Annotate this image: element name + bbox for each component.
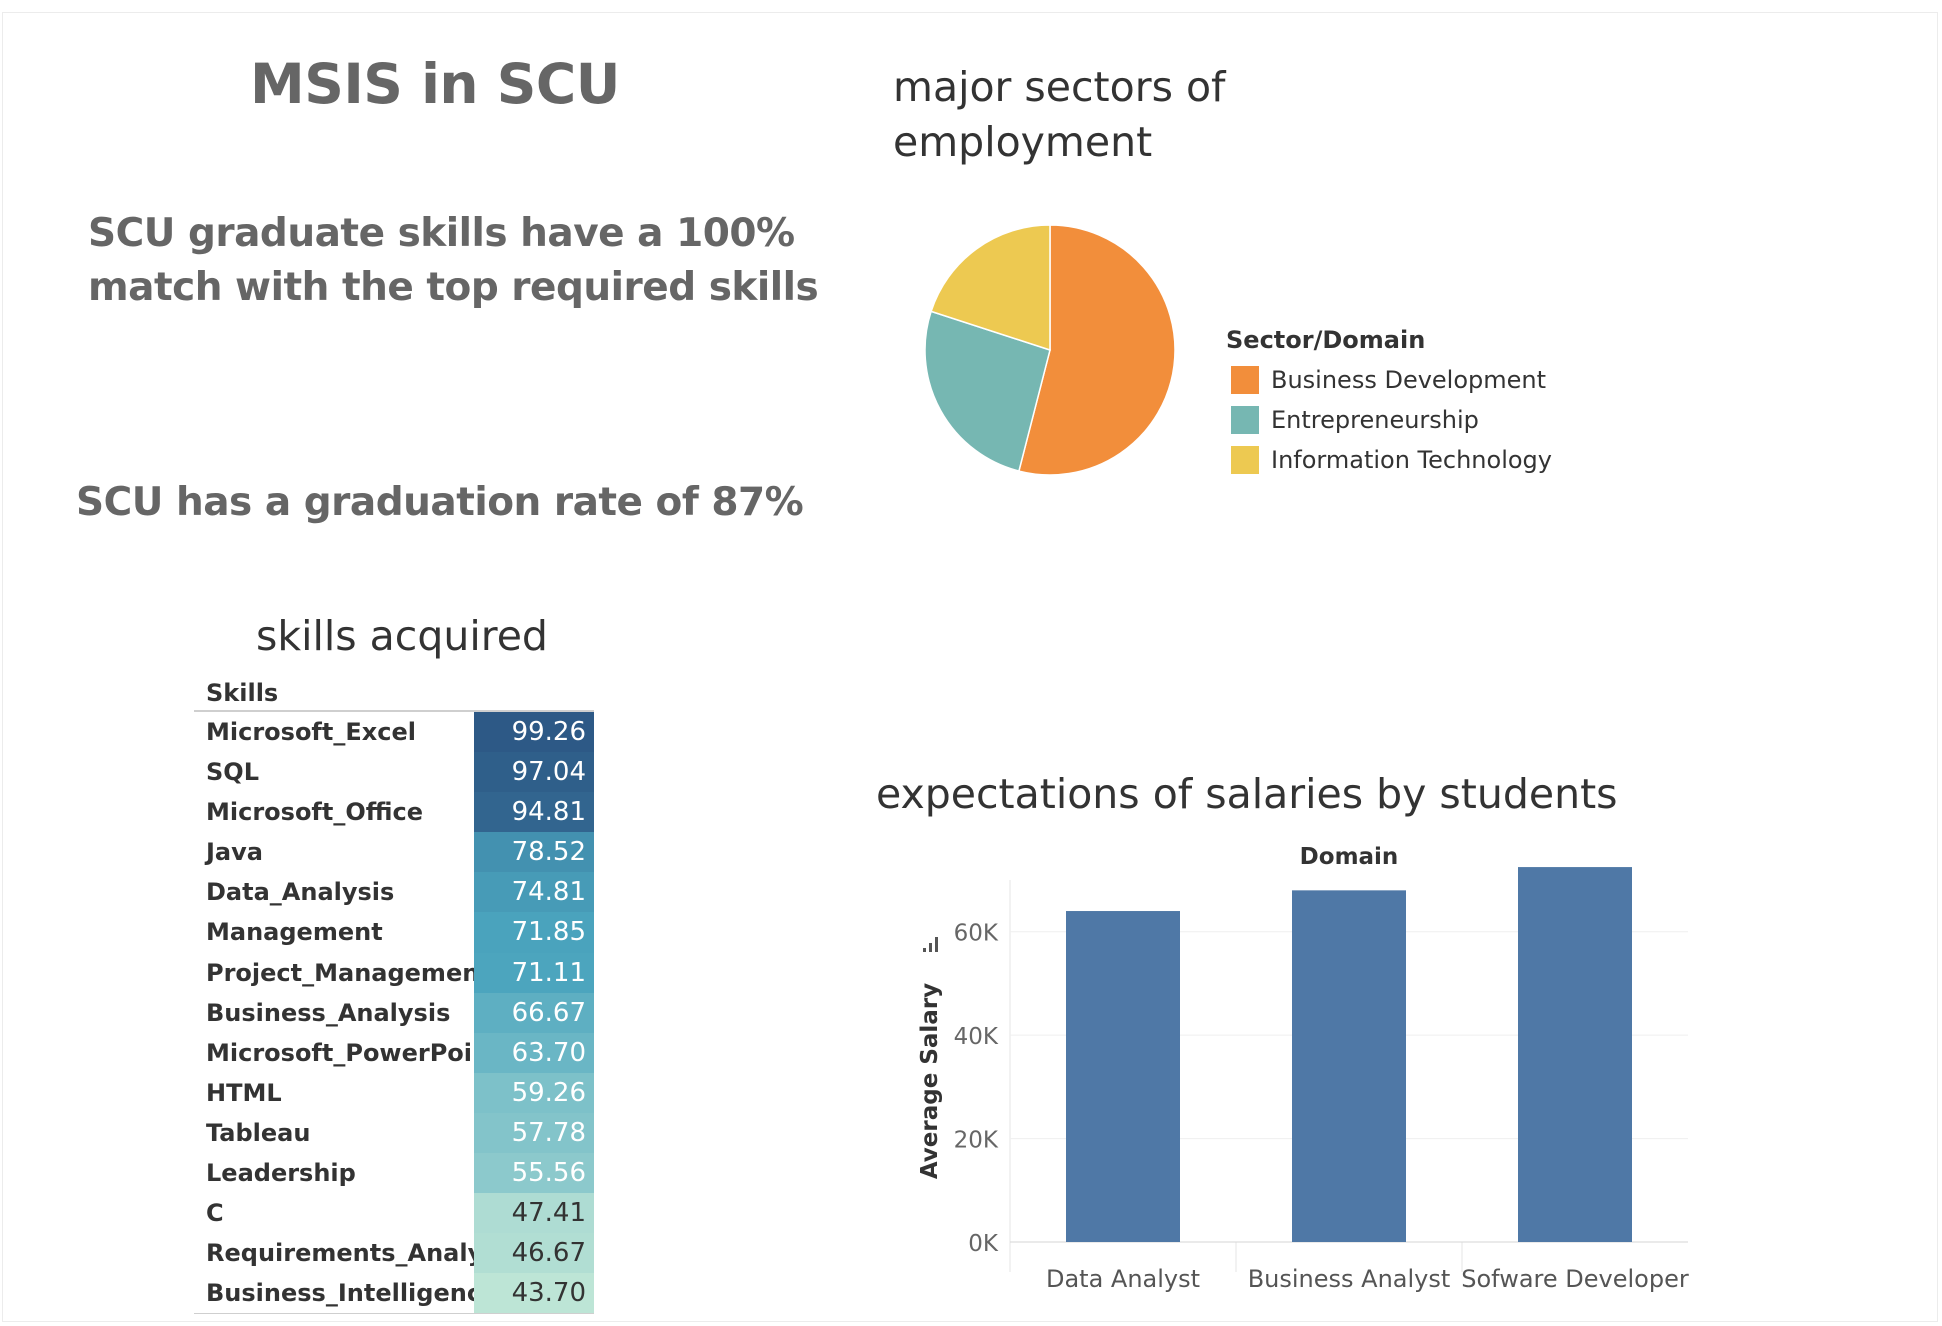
skill-name: C bbox=[206, 1199, 224, 1228]
bar-chart-title: expectations of salaries by students bbox=[876, 770, 1618, 818]
skill-name: Microsoft_Office bbox=[206, 798, 424, 827]
table-row[interactable]: Tableau 57.78 bbox=[194, 1112, 594, 1154]
table-row[interactable]: Project_Management 71.11 bbox=[194, 952, 594, 993]
legend-item[interactable]: Entrepreneurship bbox=[1226, 400, 1552, 440]
bar-business-analyst[interactable] bbox=[1292, 890, 1406, 1242]
pie-slice-information-technology[interactable] bbox=[930, 224, 1051, 352]
legend-title: Sector/Domain bbox=[1226, 326, 1426, 354]
skill-value-cell: 47.41 bbox=[474, 1193, 594, 1234]
y-tick-label: 40K bbox=[954, 1024, 999, 1050]
y-tick-label: 20K bbox=[954, 1128, 999, 1154]
skill-value-cell: 66.67 bbox=[474, 992, 594, 1033]
table-row[interactable]: Microsoft_PowerPoint 63.70 bbox=[194, 1032, 594, 1073]
table-row[interactable]: C 47.41 bbox=[194, 1193, 594, 1234]
skill-name: Tableau bbox=[206, 1118, 311, 1147]
skill-name: Project_Management bbox=[206, 958, 491, 987]
table-row[interactable]: Leadership 55.56 bbox=[194, 1153, 594, 1194]
skill-name: Business_Analysis bbox=[206, 998, 451, 1027]
pie-chart-title: major sectors of employment bbox=[893, 63, 1226, 166]
skills-match-fact-line1: SCU graduate skills have a 100% bbox=[88, 211, 795, 256]
skill-value-cell: 71.11 bbox=[474, 952, 594, 993]
y-axis-label: Average Salary bbox=[917, 983, 943, 1179]
table-row[interactable]: Data_Analysis 74.81 bbox=[194, 872, 594, 913]
table-row[interactable]: SQL 97.04 bbox=[194, 752, 594, 793]
table-row[interactable]: Microsoft_Excel 99.26 bbox=[194, 712, 594, 753]
legend-swatch bbox=[1231, 366, 1259, 394]
skill-value-cell: 57.78 bbox=[474, 1112, 594, 1154]
legend-label: Information Technology bbox=[1271, 446, 1552, 474]
skill-name: Requirements_Analysis bbox=[206, 1239, 521, 1268]
table-row[interactable]: Requirements_Analysis 46.67 bbox=[194, 1233, 594, 1274]
bar-data-analyst[interactable] bbox=[1066, 911, 1180, 1242]
table-row[interactable]: Business_Intelligence 43.70 bbox=[194, 1273, 594, 1314]
x-category-label: Data Analyst bbox=[1046, 1265, 1200, 1293]
dashboard-border bbox=[2, 12, 1938, 1322]
dashboard-title: MSIS in SCU bbox=[250, 52, 620, 116]
sector-pie-chart[interactable] bbox=[920, 220, 1180, 480]
salary-bar-chart[interactable]: Domain 0K 20K 40K 60K Average Salary Data Anal… bbox=[880, 830, 1720, 1300]
table-row[interactable]: Business_Analysis 66.67 bbox=[194, 992, 594, 1033]
y-tick-label: 60K bbox=[954, 921, 999, 947]
skill-name: Microsoft_Excel bbox=[206, 718, 416, 746]
skill-name: Java bbox=[206, 838, 263, 867]
legend-swatch bbox=[1231, 446, 1259, 474]
skill-value-cell: 94.81 bbox=[474, 792, 594, 833]
table-row[interactable]: HTML 59.26 bbox=[194, 1072, 594, 1113]
skills-table-bottom-border bbox=[194, 1313, 594, 1315]
table-row[interactable]: Microsoft_Office 94.81 bbox=[194, 792, 594, 833]
sort-icon[interactable] bbox=[923, 937, 938, 952]
legend-item[interactable]: Information Technology bbox=[1226, 440, 1552, 480]
skill-value-cell: 59.26 bbox=[474, 1072, 594, 1113]
legend-swatch bbox=[1231, 406, 1259, 434]
bar-sofware-developer[interactable] bbox=[1518, 867, 1632, 1242]
skill-value-cell: 55.56 bbox=[474, 1153, 594, 1194]
legend-label: Business Development bbox=[1271, 366, 1547, 394]
y-tick-label: 0K bbox=[968, 1231, 999, 1257]
skill-value-cell: 71.85 bbox=[474, 912, 594, 953]
legend-item[interactable]: Business Development bbox=[1226, 360, 1552, 400]
skill-value-cell: 99.26 bbox=[474, 712, 594, 753]
skill-value-cell: 63.70 bbox=[474, 1032, 594, 1073]
skill-value-cell: 97.04 bbox=[474, 752, 594, 793]
skill-value-cell: 46.67 bbox=[474, 1233, 594, 1274]
skill-name: Leadership bbox=[206, 1159, 356, 1188]
legend-label: Entrepreneurship bbox=[1271, 406, 1479, 434]
x-category-label: Sofware Developer bbox=[1461, 1265, 1689, 1293]
skill-name: Data_Analysis bbox=[206, 878, 395, 907]
pie-slice-business-development[interactable] bbox=[1018, 224, 1176, 476]
skill-name: Management bbox=[206, 918, 383, 947]
skills-match-fact: SCU graduate skills have a 100% match wi… bbox=[88, 207, 819, 315]
skills-match-fact-line2: match with the top required skills bbox=[88, 265, 819, 310]
pie-slice-entrepreneurship[interactable] bbox=[924, 310, 1051, 472]
skills-column-header: Skills bbox=[194, 676, 594, 712]
skill-name: SQL bbox=[206, 758, 259, 787]
skill-value-cell: 74.81 bbox=[474, 872, 594, 913]
skill-name: Business_Intelligence bbox=[206, 1279, 498, 1308]
table-row[interactable]: Java 78.52 bbox=[194, 832, 594, 873]
table-row[interactable]: Management 71.85 bbox=[194, 912, 594, 953]
sector-legend: Sector/Domain Business Development Entrep… bbox=[1226, 326, 1552, 480]
skills-table: Skills Microsoft_Excel 99.26 SQL 97.04 Micro… bbox=[194, 676, 594, 1315]
skill-name: HTML bbox=[206, 1078, 282, 1107]
skills-table-title: skills acquired bbox=[256, 612, 548, 660]
graduation-rate-fact: SCU has a graduation rate of 87% bbox=[76, 480, 804, 525]
skill-name: Microsoft_PowerPoint bbox=[206, 1038, 501, 1067]
bar-column-header: Domain bbox=[1300, 844, 1399, 870]
x-category-label: Business Analyst bbox=[1248, 1265, 1451, 1293]
skill-value-cell: 43.70 bbox=[474, 1273, 594, 1314]
skill-value-cell: 78.52 bbox=[474, 832, 594, 873]
